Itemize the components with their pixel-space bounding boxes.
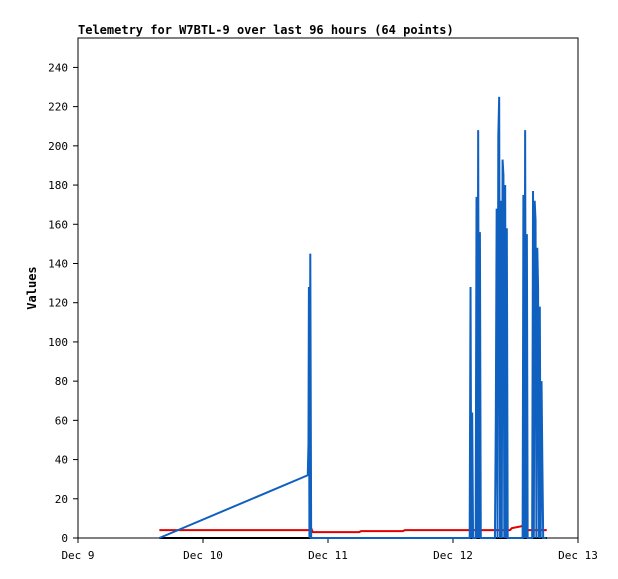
x-tick-label: Dec 12 xyxy=(433,549,473,562)
y-tick-label: 200 xyxy=(48,140,68,153)
y-tick-label: 100 xyxy=(48,336,68,349)
y-tick-label: 140 xyxy=(48,257,68,270)
y-axis-label: Values xyxy=(25,266,39,309)
y-tick-label: 120 xyxy=(48,297,68,310)
x-tick-label: Dec 11 xyxy=(308,549,348,562)
y-tick-label: 20 xyxy=(55,493,68,506)
x-tick-label: Dec 9 xyxy=(61,549,94,562)
x-tick-label: Dec 13 xyxy=(558,549,598,562)
y-axis: 0 20 40 60 80 100 120 140 160 180 200 220 240 xyxy=(48,61,78,545)
x-tick-label: Dec 10 xyxy=(183,549,223,562)
y-tick-label: 160 xyxy=(48,218,68,231)
y-tick-label: 80 xyxy=(55,375,68,388)
y-tick-label: 240 xyxy=(48,61,68,74)
y-tick-label: 60 xyxy=(55,414,68,427)
series-line-3 xyxy=(158,96,546,539)
series-group xyxy=(158,96,547,539)
chart-title: Telemetry for W7BTL-9 over last 96 hours… xyxy=(78,23,454,37)
y-tick-label: 220 xyxy=(48,101,68,114)
y-tick-label: 40 xyxy=(55,454,68,467)
x-axis: Dec 9 Dec 10 Dec 11 Dec 12 Dec 13 xyxy=(61,538,598,562)
y-tick-label: 0 xyxy=(61,532,68,545)
y-tick-label: 180 xyxy=(48,179,68,192)
